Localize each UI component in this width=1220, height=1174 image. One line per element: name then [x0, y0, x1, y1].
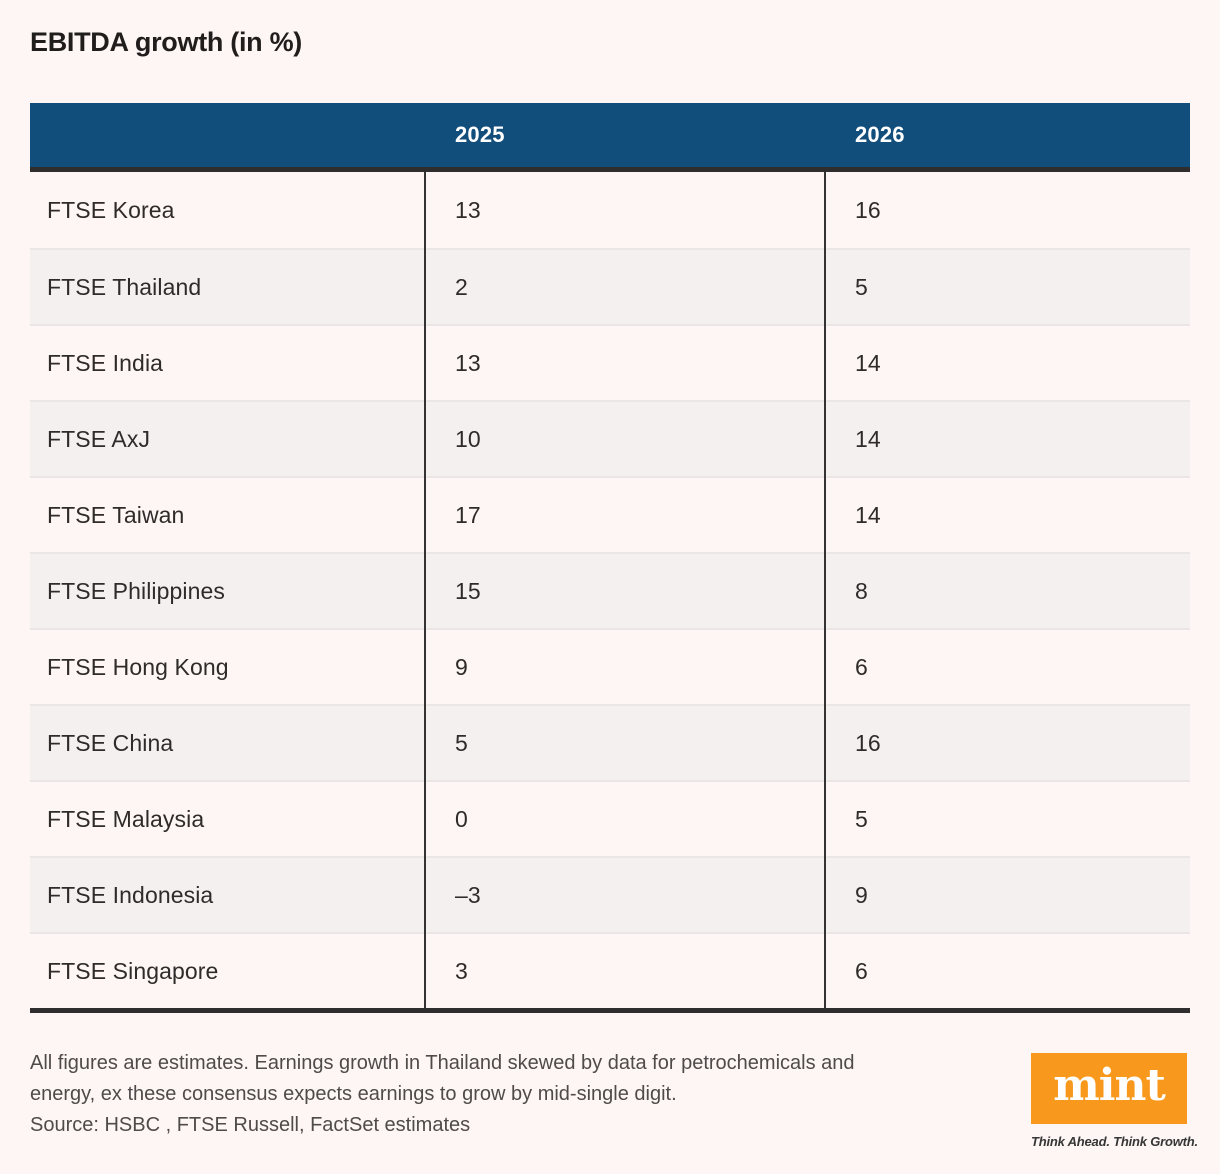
page-title: EBITDA growth (in %) — [30, 27, 302, 57]
cell-2025: 2 — [455, 273, 468, 300]
footnote-text: All figures are estimates. Earnings grow… — [30, 1052, 855, 1105]
cell-2026: 5 — [855, 805, 868, 832]
table-row: FTSE Thailand 2 5 — [30, 248, 1190, 324]
header-col-2025: 2025 — [455, 122, 505, 147]
table-row: FTSE Korea 13 16 — [30, 172, 1190, 248]
mint-logo-text: mint — [1053, 1059, 1166, 1111]
row-label: FTSE China — [47, 729, 174, 756]
table-row: FTSE Indonesia –3 9 — [30, 856, 1190, 932]
cell-2026: 14 — [855, 349, 881, 376]
cell-2025: 5 — [455, 729, 468, 756]
cell-2025: 10 — [455, 425, 481, 452]
table-header-row: 2025 2026 — [30, 103, 1190, 172]
row-label: FTSE Thailand — [47, 273, 202, 300]
cell-2026: 6 — [855, 957, 868, 984]
row-label: FTSE Singapore — [47, 957, 219, 984]
column-divider-2 — [824, 172, 826, 1008]
header-col-2026: 2026 — [855, 122, 905, 147]
table-row: FTSE Philippines 15 8 — [30, 552, 1190, 628]
cell-2026: 9 — [855, 881, 868, 908]
row-label: FTSE AxJ — [47, 425, 151, 452]
cell-2025: 15 — [455, 577, 481, 604]
mint-tagline: Think Ahead. Think Growth. — [1031, 1134, 1198, 1149]
source-text: Source: HSBC , FTSE Russell, FactSet est… — [30, 1114, 471, 1136]
mint-logo: mint — [1031, 1053, 1187, 1124]
cell-2026: 6 — [855, 653, 868, 680]
row-label: FTSE Taiwan — [47, 501, 185, 528]
table-row: FTSE China 5 16 — [30, 704, 1190, 780]
mint-branding: mint Think Ahead. Think Growth. — [1031, 1053, 1198, 1149]
cell-2025: 13 — [455, 349, 481, 376]
cell-2026: 8 — [855, 577, 868, 604]
row-label: FTSE Korea — [47, 196, 175, 223]
cell-2026: 16 — [855, 196, 881, 223]
cell-2025: 3 — [455, 957, 468, 984]
cell-2025: 0 — [455, 805, 468, 832]
table-row: FTSE Taiwan 17 14 — [30, 476, 1190, 552]
row-label: FTSE Hong Kong — [47, 653, 229, 680]
cell-2025: –3 — [455, 881, 481, 908]
cell-2026: 14 — [855, 501, 881, 528]
table-row: FTSE Singapore 3 6 — [30, 932, 1190, 1008]
ebitda-growth-table: 2025 2026 FTSE Korea 13 16 FTSE Thailand 2 5 F… — [30, 103, 1190, 1013]
table-row: FTSE Malaysia 0 5 — [30, 780, 1190, 856]
cell-2025: 13 — [455, 196, 481, 223]
table-row: FTSE India 13 14 — [30, 324, 1190, 400]
table-row: FTSE AxJ 10 14 — [30, 400, 1190, 476]
cell-2026: 5 — [855, 273, 868, 300]
cell-2026: 16 — [855, 729, 881, 756]
cell-2026: 14 — [855, 425, 881, 452]
row-label: FTSE India — [47, 349, 164, 376]
row-label: FTSE Malaysia — [47, 805, 205, 832]
cell-2025: 17 — [455, 501, 481, 528]
row-label: FTSE Indonesia — [47, 881, 214, 908]
table-body: FTSE Korea 13 16 FTSE Thailand 2 5 FTSE India 1… — [30, 172, 1190, 1013]
cell-2025: 9 — [455, 653, 468, 680]
table-row: FTSE Hong Kong 9 6 — [30, 628, 1190, 704]
row-label: FTSE Philippines — [47, 577, 226, 604]
column-divider-1 — [424, 172, 426, 1008]
